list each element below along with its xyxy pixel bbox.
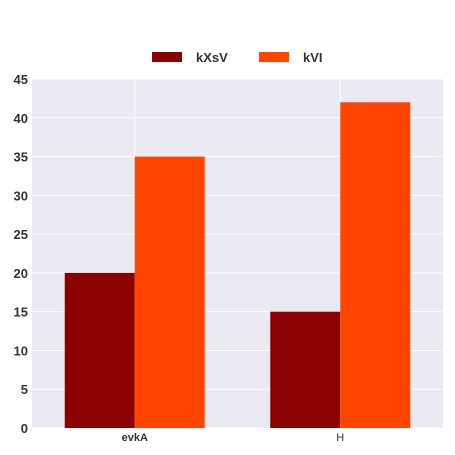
y-tick-label: 5 [21,382,28,397]
y-tick-label: 45 [14,72,28,87]
y-tick-label: 0 [21,421,28,436]
bars [64,102,411,429]
x-tick-label: H [336,432,344,444]
bar-kXsV-H [270,311,341,428]
legend: kXsV kVI [152,50,323,65]
bar-kXsV-evkA [64,272,135,428]
y-tick-label: 25 [14,227,28,242]
y-tick-label: 20 [14,266,28,281]
y-tick-label: 35 [14,150,28,165]
legend-swatch-kVI [259,52,289,62]
y-axis-ticks: 0 5 10 15 20 25 30 35 40 45 [14,72,28,436]
y-tick-label: 15 [14,305,28,320]
bar-kVI-evkA [134,156,205,429]
y-tick-label: 10 [14,343,28,358]
legend-label: kVI [303,50,323,65]
legend-swatch-kXsV [152,52,182,62]
legend-label: kXsV [196,50,228,65]
y-tick-label: 40 [14,111,28,126]
x-tick-label: evkA [122,432,148,444]
x-axis-ticks: evkA H [122,432,345,444]
y-tick-label: 30 [14,188,28,203]
bar-kVI-H [340,102,411,429]
